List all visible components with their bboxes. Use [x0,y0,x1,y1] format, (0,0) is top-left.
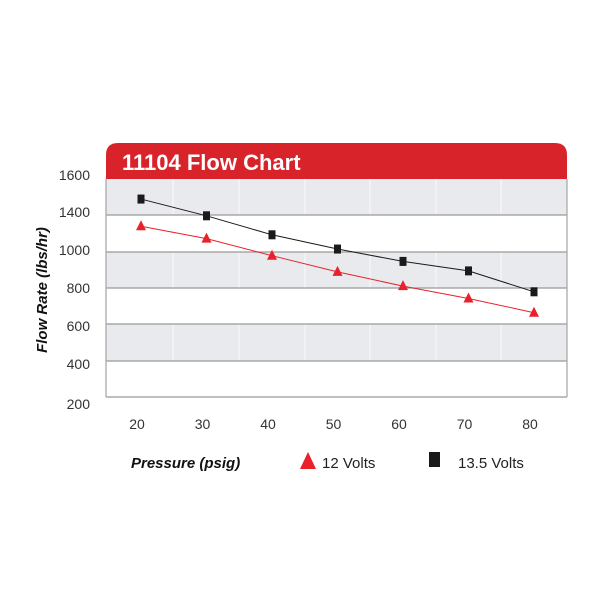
x-tick-label: 80 [522,416,538,432]
x-tick-label: 40 [260,416,276,432]
grid-band [106,324,567,361]
data-point-square [137,194,145,204]
y-tick-label: 1400 [59,204,90,220]
y-tick-label: 400 [67,356,91,372]
x-tick-label: 60 [391,416,407,432]
data-point-triangle [332,265,343,276]
data-point-square [268,230,276,240]
data-point-square [465,266,472,276]
chart-title: 11104 Flow Chart [122,150,301,175]
legend-triangle-icon [300,452,316,469]
y-tick-label: 1000 [59,242,90,258]
y-tick-label: 600 [67,318,91,334]
legend-square-icon [429,452,440,467]
data-point-square [334,244,341,254]
data-point-square [399,256,407,266]
data-point-triangle [529,306,539,317]
y-tick-label: 1600 [59,167,90,183]
data-point-triangle [201,232,212,243]
data-point-triangle [398,280,408,291]
y-tick-label: 200 [67,396,91,412]
data-point-square [530,287,538,297]
y-tick-label: 800 [67,280,91,296]
x-tick-label: 70 [457,416,473,432]
x-tick-label: 50 [326,416,342,432]
x-axis-label: Pressure (psig) [131,455,240,472]
grid-band [106,288,567,324]
data-point-triangle [463,292,474,303]
data-point-square [203,211,210,221]
data-point-triangle [136,220,146,231]
grid-band [106,179,567,215]
x-tick-label: 20 [129,416,145,432]
data-point-triangle [267,249,277,260]
chart-header [106,143,567,179]
legend-label: 12 Volts [322,455,375,472]
x-tick-label: 30 [195,416,211,432]
legend-label: 13.5 Volts [458,455,524,472]
grid-band [106,361,567,397]
y-axis-label: Flow Rate (lbs/hr) [34,227,51,353]
